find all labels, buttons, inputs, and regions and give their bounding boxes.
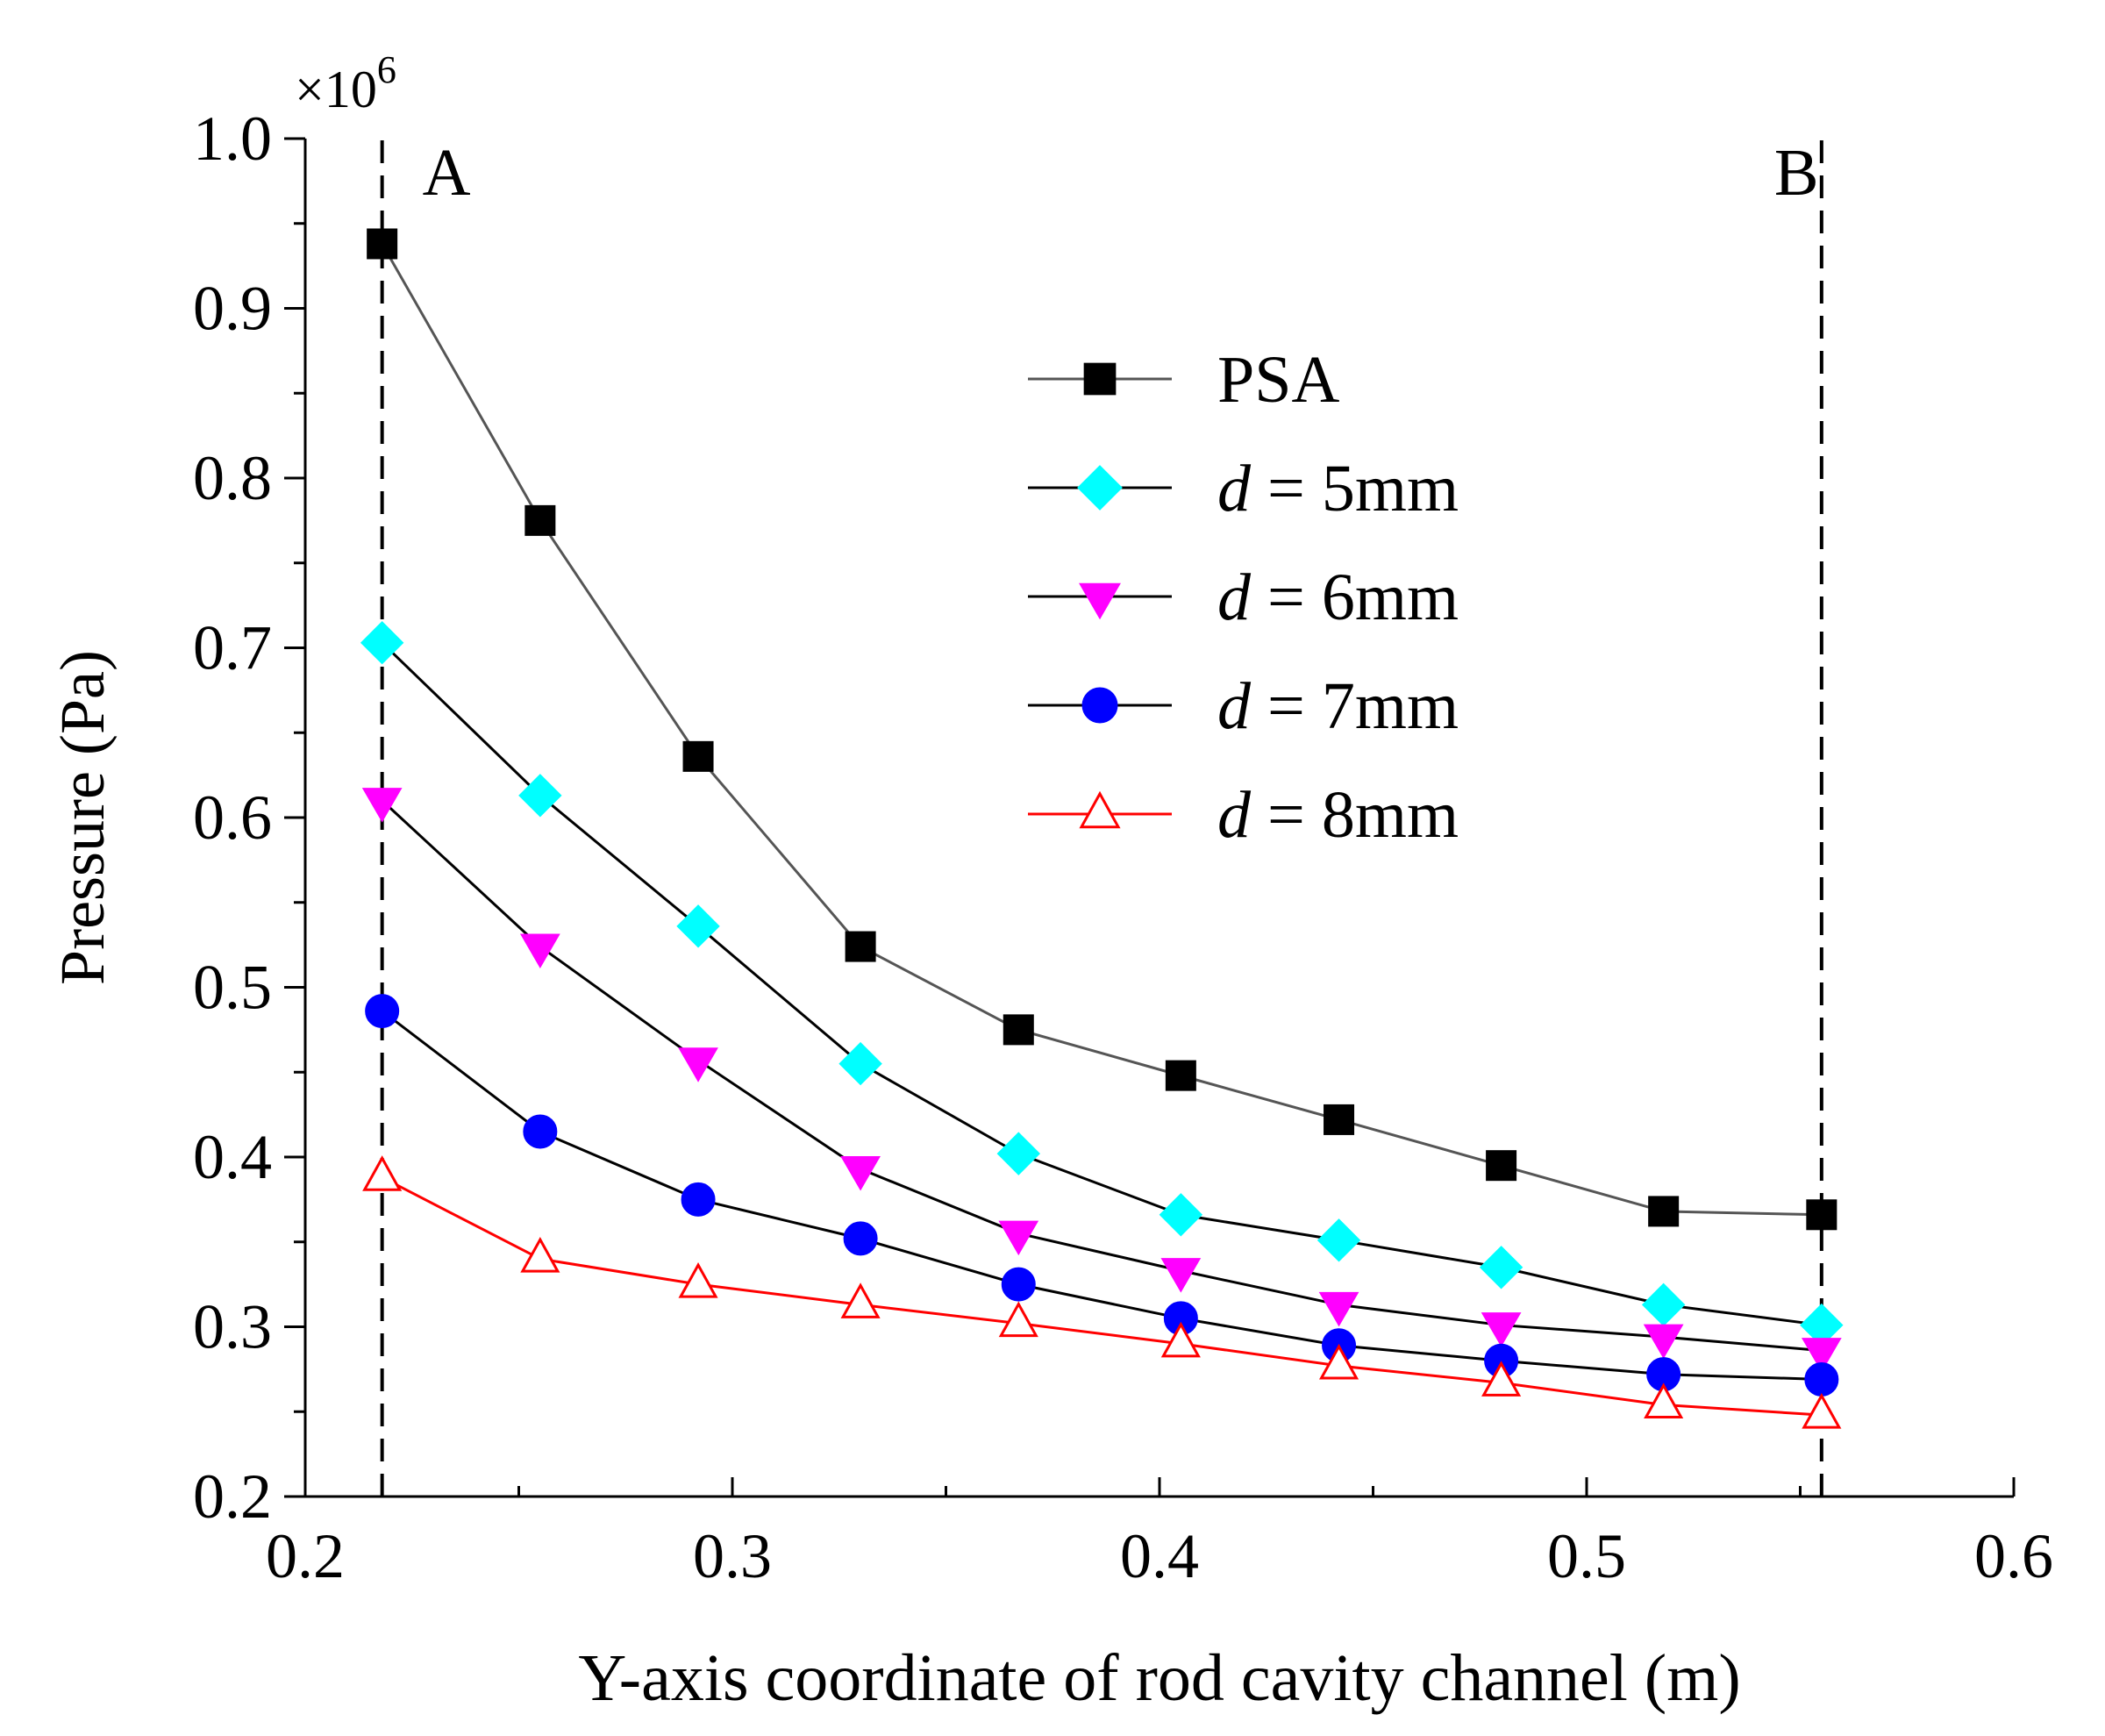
data-point-psa [682, 740, 714, 772]
legend-var: d [1217, 561, 1252, 634]
y-axis-label: Pressure (Pa) [47, 650, 118, 985]
legend-label-d-6mm: d = 6mm [1217, 561, 1459, 634]
tick-labels: 0.2 0.3 0.4 0.5 0.6 0.2 0.3 0.4 0.5 0.6 0.7 0.8 0.9 1… [193, 104, 2053, 1591]
series-lines [381, 243, 1823, 1417]
x-tick-label: 0.5 [1547, 1521, 1626, 1591]
legend-label-d-8mm: d = 8mm [1217, 778, 1459, 852]
data-point-d-5mm [1159, 1193, 1203, 1237]
axes [303, 139, 2014, 1498]
data-point-d-6mm [1801, 1338, 1842, 1373]
y-tick-label: 0.5 [193, 953, 272, 1023]
data-point-d-7mm [523, 1114, 558, 1149]
data-point-d-5mm [360, 620, 404, 665]
multiplier-exponent: 6 [377, 48, 396, 91]
data-point-d-8mm [362, 1155, 403, 1191]
legend-var: d [1217, 778, 1252, 852]
data-point-d-5mm [518, 774, 562, 818]
y-tick-label: 1.0 [193, 104, 272, 174]
data-point-psa [1165, 1060, 1196, 1091]
data-point-psa [1806, 1199, 1837, 1231]
data-point-d-8mm [678, 1262, 718, 1298]
data-point-psa [1486, 1150, 1517, 1182]
data-point-d-5mm [1641, 1282, 1686, 1327]
data-point-d-8mm [1802, 1393, 1842, 1429]
legend-text: = 6mm [1251, 561, 1459, 634]
legend-text: = 7mm [1251, 669, 1459, 743]
data-point-d-7mm [1804, 1361, 1839, 1397]
y-tick-label: 0.6 [193, 782, 272, 853]
y-tick-label: 0.9 [193, 274, 272, 344]
legend-text: = 5mm [1251, 452, 1459, 525]
y-tick-label: 0.8 [193, 443, 272, 513]
data-point-d-6mm [361, 788, 403, 823]
legend-label-psa: PSA [1217, 343, 1340, 417]
data-point-d-7mm [681, 1182, 716, 1217]
x-tick-label: 0.3 [693, 1521, 772, 1591]
tick-marks [284, 137, 2016, 1498]
legend-text: = 8mm [1251, 778, 1459, 852]
data-point-d-6mm [519, 933, 560, 969]
data-point-d-7mm [365, 994, 400, 1029]
data-point-d-5mm [676, 904, 720, 948]
data-point-d-8mm [1318, 1343, 1359, 1380]
data-point-d-6mm [840, 1156, 881, 1191]
data-point-d-5mm [1479, 1246, 1523, 1289]
y-tick-label: 0.7 [193, 613, 272, 683]
x-tick-label: 0.4 [1120, 1521, 1199, 1591]
legend-var: d [1217, 452, 1252, 525]
y-tick-label: 0.4 [193, 1122, 272, 1192]
legend-var: d [1217, 669, 1252, 743]
series-line-psa [381, 243, 1822, 1217]
legend-marker-psa [1083, 362, 1117, 396]
series-line-d-8mm [381, 1175, 1822, 1417]
data-point-d-8mm [998, 1301, 1038, 1338]
x-tick-label: 0.6 [1974, 1521, 2053, 1591]
data-point-d-8mm [1481, 1361, 1522, 1397]
data-point-d-6mm [1643, 1324, 1684, 1360]
multiplier-base: ×10 [295, 61, 377, 118]
data-point-psa [524, 504, 556, 536]
legend-marker-d-5mm [1077, 465, 1123, 511]
series-line-d-6mm [381, 799, 1822, 1353]
data-point-d-8mm [520, 1237, 560, 1273]
y-axis-multiplier: ×106 [295, 48, 396, 118]
data-point-d-6mm [1160, 1258, 1202, 1293]
data-point-psa [1003, 1014, 1034, 1046]
y-tick-label: 0.2 [193, 1461, 272, 1532]
legend-label-d-5mm: d = 5mm [1217, 452, 1459, 525]
x-tick-label: 0.2 [266, 1521, 345, 1591]
data-point-d-5mm [996, 1132, 1040, 1175]
series-markers [360, 228, 1844, 1429]
data-point-psa [1648, 1196, 1680, 1227]
data-point-d-8mm [840, 1282, 881, 1318]
series-line-d-7mm [381, 1010, 1822, 1381]
reference-label-b: B [1774, 136, 1819, 210]
data-point-d-8mm [1160, 1321, 1201, 1358]
legend-marker-d-7mm [1081, 687, 1118, 724]
data-point-psa [1324, 1104, 1355, 1135]
legend-marker-d-8mm [1079, 790, 1121, 829]
legend-marker-d-6mm [1079, 582, 1121, 620]
x-axis-label: Y-axis coordinate of rod cavity channel … [578, 1641, 1740, 1715]
data-point-d-6mm [998, 1220, 1039, 1256]
data-point-d-6mm [678, 1047, 718, 1082]
data-point-d-6mm [1481, 1312, 1522, 1347]
data-point-d-7mm [1001, 1267, 1036, 1302]
data-point-d-8mm [1644, 1382, 1684, 1419]
data-point-psa [845, 931, 876, 962]
data-point-d-5mm [1317, 1218, 1361, 1262]
legend-label-d-7mm: d = 7mm [1217, 669, 1459, 743]
reference-label-a: A [423, 136, 471, 210]
data-point-d-5mm [838, 1041, 882, 1086]
data-point-d-6mm [1318, 1291, 1359, 1327]
legend-text: PSA [1217, 343, 1340, 417]
data-point-d-7mm [843, 1221, 878, 1256]
series-line-d-5mm [381, 641, 1823, 1327]
y-tick-label: 0.3 [193, 1292, 272, 1362]
data-point-psa [367, 228, 398, 260]
